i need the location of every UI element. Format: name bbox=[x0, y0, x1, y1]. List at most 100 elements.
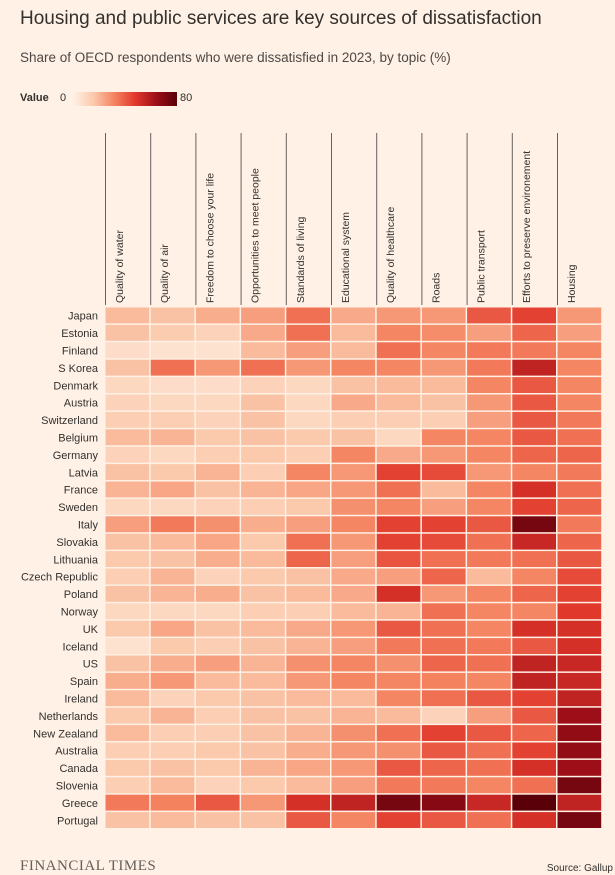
heatmap-cell: Norway – Quality of air: 10% bbox=[150, 603, 195, 620]
heatmap-cell: France – Housing: 40% bbox=[557, 481, 602, 498]
heatmap-cell: Slovakia – Opportunities to meet people:… bbox=[241, 533, 285, 550]
heatmap-cell: Slovakia – Educational system: 30% bbox=[331, 533, 376, 550]
heatmap-cell: Slovenia – Roads: 38% bbox=[421, 777, 466, 794]
heatmap-cell: Poland – Quality of water: 18% bbox=[105, 585, 150, 602]
heatmap-cell: Finland – Quality of air: 6% bbox=[150, 342, 195, 359]
heatmap-cell: Estonia – Public transport: 28% bbox=[467, 324, 511, 341]
heatmap-cell: Sweden – Educational system: 32% bbox=[331, 498, 376, 515]
heatmap-cell: Spain – Freedom to choose your life: 20% bbox=[195, 672, 240, 689]
heatmap-cell: Japan – Educational system: 25% bbox=[331, 307, 376, 324]
heatmap-cell: Canada – Standards of living: 26% bbox=[286, 759, 330, 776]
heatmap-cell: Italy – Educational system: 35% bbox=[331, 516, 376, 533]
heatmap-cell: Japan – Quality of healthcare: 30% bbox=[376, 307, 421, 324]
row-label: Czech Republic bbox=[21, 572, 99, 584]
heatmap-cell: Norway – Opportunities to meet people: 1… bbox=[241, 603, 285, 620]
heatmap-cell: Iceland – Quality of air: 16% bbox=[150, 638, 195, 654]
heatmap-cell: Slovakia – Public transport: 40% bbox=[467, 533, 511, 550]
heatmap-cell: Sweden – Efforts to preserve environemen… bbox=[512, 498, 556, 515]
heatmap-cell: Slovakia – Quality of water: 18% bbox=[105, 533, 150, 550]
heatmap-cell: Finland – Quality of water: 8% bbox=[105, 342, 150, 359]
row-label: Iceland bbox=[63, 641, 98, 653]
row-label: Japan bbox=[68, 311, 98, 323]
source-note: Source: Gallup bbox=[546, 863, 613, 874]
heatmap-cell: Iceland – Housing: 55% bbox=[557, 638, 602, 654]
heatmap-cell: Lithuania – Quality of air: 18% bbox=[150, 551, 195, 567]
heatmap-cell: Denmark – Quality of water: 10% bbox=[105, 377, 150, 393]
heatmap-cell: Portugal – Public transport: 40% bbox=[467, 812, 511, 828]
heatmap-cell: Austria – Efforts to preserve environeme… bbox=[512, 394, 556, 411]
legend-min: 0 bbox=[60, 92, 67, 104]
heatmap-cell: Netherlands – Housing: 68% bbox=[557, 707, 602, 724]
heatmap-cell: Greece – Efforts to preserve environemen… bbox=[512, 794, 556, 811]
heatmap-cell: Belgium – Quality of healthcare: 10% bbox=[376, 429, 421, 446]
heatmap-cell: Lithuania – Opportunities to meet people… bbox=[241, 551, 285, 567]
heatmap-cell: France – Freedom to choose your life: 18… bbox=[195, 481, 240, 498]
heatmap-cell: Germany – Opportunities to meet people: … bbox=[241, 446, 285, 463]
heatmap-cell: Italy – Public transport: 45% bbox=[467, 516, 511, 533]
heatmap-cell: Latvia – Opportunities to meet people: 1… bbox=[241, 464, 285, 480]
heatmap-cell: Czech Republic – Quality of water: 14% bbox=[105, 568, 150, 585]
heatmap-cell: Australia – Opportunities to meet people… bbox=[241, 742, 285, 759]
heatmap-cell: Germany – Educational system: 35% bbox=[331, 446, 376, 463]
heatmap-cell: Poland – Roads: 30% bbox=[421, 585, 466, 602]
heatmap-cell: France – Roads: 20% bbox=[421, 481, 466, 498]
heatmap-cell: Greece – Roads: 72% bbox=[421, 794, 466, 811]
heatmap-cell: Ireland – Efforts to preserve environeme… bbox=[512, 690, 556, 707]
heatmap-cell: Latvia – Educational system: 30% bbox=[331, 464, 376, 480]
heatmap-cell: New Zealand – Educational system: 32% bbox=[331, 725, 376, 741]
heatmap-cell: Austria – Public transport: 30% bbox=[467, 394, 511, 411]
heatmap-cell: Lithuania – Housing: 45% bbox=[557, 551, 602, 567]
heatmap-cell: New Zealand – Quality of air: 14% bbox=[150, 725, 195, 741]
row-label: Slovakia bbox=[56, 537, 98, 549]
heatmap-cell: Belgium – Quality of air: 22% bbox=[150, 429, 195, 446]
heatmap-cell: Finland – Standards of living: 28% bbox=[286, 342, 330, 359]
heatmap-cell: Iceland – Opportunities to meet people: … bbox=[241, 638, 285, 654]
heatmap-cell: US – Quality of healthcare: 32% bbox=[376, 655, 421, 672]
heatmap-cell: Norway – Educational system: 20% bbox=[331, 603, 376, 620]
heatmap-cell: France – Public transport: 35% bbox=[467, 481, 511, 498]
heatmap-cell: Germany – Roads: 30% bbox=[421, 446, 466, 463]
row-label: Norway bbox=[61, 607, 99, 619]
heatmap-cell: Sweden – Opportunities to meet people: 1… bbox=[241, 498, 285, 515]
heatmap-cell: Australia – Quality of healthcare: 32% bbox=[376, 742, 421, 759]
heatmap-cell: Czech Republic – Public transport: 20% bbox=[467, 568, 511, 585]
heatmap-cell: Germany – Freedom to choose your life: 1… bbox=[195, 446, 240, 463]
heatmap-cell: Japan – Roads: 30% bbox=[421, 307, 466, 324]
heatmap-cell: Germany – Quality of water: 12% bbox=[105, 446, 150, 463]
heatmap-cell: Greece – Housing: 60% bbox=[557, 794, 602, 811]
heatmap-cell: Switzerland – Standards of living: 10% bbox=[286, 411, 330, 428]
heatmap-cell: Belgium – Educational system: 18% bbox=[331, 429, 376, 446]
row-label: Netherlands bbox=[39, 711, 99, 723]
heatmap-cell: Netherlands – Efforts to preserve enviro… bbox=[512, 707, 556, 724]
heatmap-cell: Sweden – Roads: 28% bbox=[421, 498, 466, 515]
heatmap-cell: Switzerland – Quality of air: 14% bbox=[150, 411, 195, 428]
heatmap-cell: Spain – Educational system: 35% bbox=[331, 672, 376, 689]
heatmap-cell: Estonia – Quality of air: 15% bbox=[150, 324, 195, 341]
heatmap-cell: Spain – Public transport: 35% bbox=[467, 672, 511, 689]
heatmap-cell: Czech Republic – Quality of healthcare: … bbox=[376, 568, 421, 585]
heatmap-cell: Austria – Freedom to choose your life: 1… bbox=[195, 394, 240, 411]
heatmap-cell: Norway – Efforts to preserve environemen… bbox=[512, 603, 556, 620]
row-label: Switzerland bbox=[41, 415, 98, 427]
column-label: Freedom to choose your life bbox=[204, 173, 216, 303]
heatmap-cell: Sweden – Public transport: 35% bbox=[467, 498, 511, 515]
heatmap-cell: Slovakia – Standards of living: 40% bbox=[286, 533, 330, 550]
heatmap-cell: Slovenia – Freedom to choose your life: … bbox=[195, 777, 240, 794]
heatmap-cell: Latvia – Standards of living: 35% bbox=[286, 464, 330, 480]
heatmap-cell: Canada – Housing: 68% bbox=[557, 759, 602, 776]
heatmap-cell: Belgium – Quality of water: 20% bbox=[105, 429, 150, 446]
heatmap-cell: Japan – Freedom to choose your life: 24% bbox=[195, 307, 240, 324]
heatmap-cell: Belgium – Housing: 40% bbox=[557, 429, 602, 446]
row-label: UK bbox=[83, 624, 99, 636]
heatmap-cell: Estonia – Quality of water: 18% bbox=[105, 324, 150, 341]
heatmap-cell: Australia – Freedom to choose your life:… bbox=[195, 742, 240, 759]
heatmap-cell: Sweden – Quality of air: 10% bbox=[150, 498, 195, 515]
heatmap-cell: UK – Quality of healthcare: 45% bbox=[376, 620, 421, 637]
heatmap-cell: Belgium – Roads: 35% bbox=[421, 429, 466, 446]
heatmap-cell: Latvia – Quality of water: 18% bbox=[105, 464, 150, 480]
heatmap-cell: Netherlands – Educational system: 22% bbox=[331, 707, 376, 724]
heatmap-cell: Iceland – Quality of healthcare: 38% bbox=[376, 638, 421, 654]
heatmap-cell: Sweden – Quality of water: 10% bbox=[105, 498, 150, 515]
heatmap-cell: Norway – Freedom to choose your life: 10… bbox=[195, 603, 240, 620]
heatmap-cell: Ireland – Public transport: 45% bbox=[467, 690, 511, 707]
